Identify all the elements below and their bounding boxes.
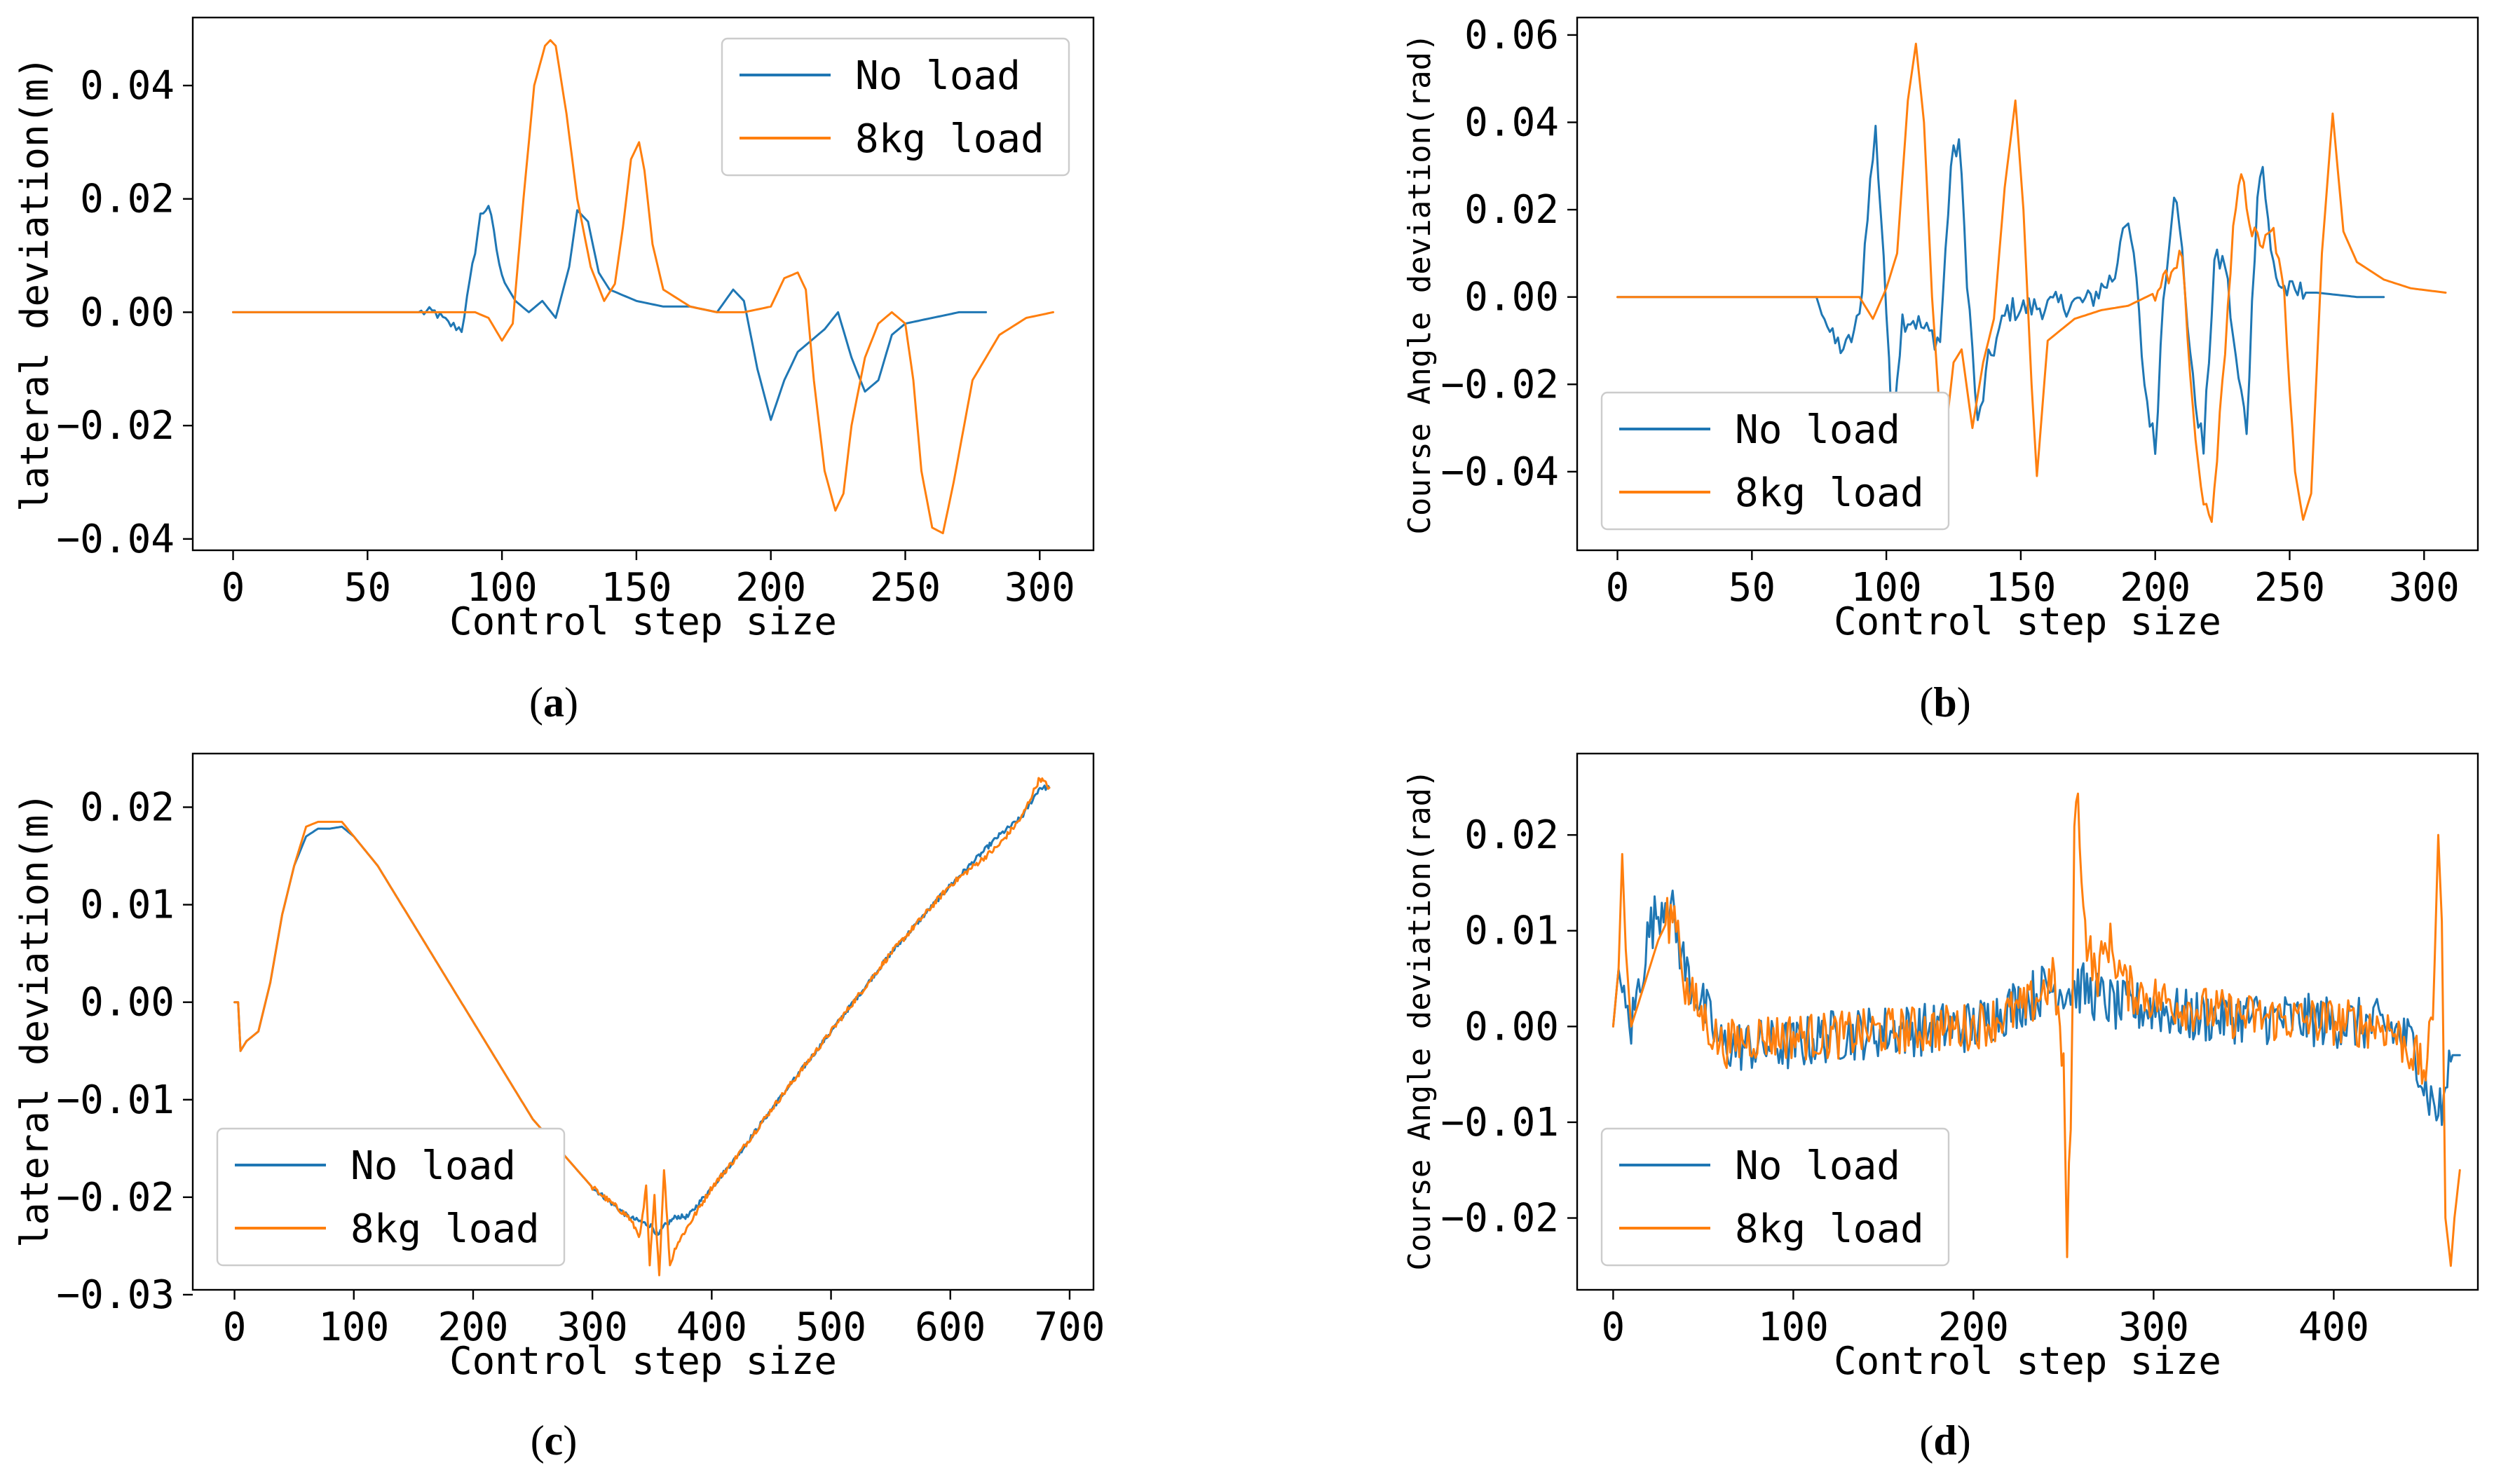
x-tick-label: 300: [1004, 565, 1075, 611]
x-tick-label: 500: [796, 1305, 866, 1350]
y-tick-label: 0.00: [1464, 1004, 1559, 1049]
legend-entry-label: 8kg load: [855, 116, 1044, 162]
x-tick-label: 100: [1851, 565, 1922, 611]
y-axis-label: lateral deviation(m): [13, 792, 57, 1248]
y-tick-label: 0.02: [80, 785, 175, 831]
chart-panel-d: 0 100 200 300 400 −0.02 −0.01 0.00 0.01 0.02 Contr…: [1402, 752, 2479, 1464]
legend-box: [721, 37, 1070, 177]
y-axis-label: Course Angle deviation(rad): [1402, 33, 1438, 534]
legend-entry-label: 8kg load: [1735, 1206, 1924, 1252]
x-tick-label: 100: [467, 565, 538, 611]
x-axis-label: Control step size: [449, 599, 837, 644]
legend-entry-label: No load: [855, 53, 1021, 99]
x-axis-label: Control step size: [1834, 599, 2221, 644]
y-tick-label: 0.04: [1464, 100, 1559, 146]
x-tick-label: 250: [870, 565, 941, 611]
series-line-8kg-load: [1611, 792, 2461, 1267]
y-tick-label: 0.02: [80, 177, 175, 222]
y-tick-label: −0.01: [1440, 1100, 1559, 1145]
y-tick-label: 0.02: [1464, 187, 1559, 233]
legend-box: [1600, 391, 1950, 531]
y-tick-label: 0.01: [1464, 908, 1559, 954]
x-tick-label: 0: [1602, 1305, 1626, 1350]
series-line-8kg-load: [233, 777, 1051, 1277]
x-tick-label: 150: [601, 565, 672, 611]
y-tick-label: 0.00: [1464, 275, 1559, 320]
subfigure-caption: (a): [529, 679, 578, 726]
y-tick-label: 0.04: [80, 63, 175, 109]
y-tick-label: −0.02: [1440, 1196, 1559, 1241]
x-tick-label: 300: [2118, 1305, 2189, 1350]
legend-box: [216, 1127, 566, 1267]
series-line-8kg-load: [1616, 42, 2447, 523]
y-tick-label: −0.03: [56, 1272, 175, 1318]
x-tick-label: 200: [1938, 1305, 2009, 1350]
x-tick-label: 400: [2298, 1305, 2369, 1350]
y-tick-label: −0.02: [56, 1175, 175, 1220]
subfigure-caption: (d): [1919, 1417, 1970, 1464]
chart-panel-c: 0 100 200 300 400 500 600 700 −0.03 −0.02 −0.01 0.0…: [13, 752, 1105, 1464]
x-tick-label: 200: [2120, 565, 2190, 611]
legend-entry-label: 8kg load: [350, 1206, 540, 1252]
legend-entry-label: 8kg load: [1735, 470, 1924, 516]
x-tick-label: 400: [676, 1305, 747, 1350]
x-tick-label: 600: [915, 1305, 986, 1350]
chart-panel-a: 0 50 100 150 200 250 300 −0.04 −0.02 0.00 0.02 0.04…: [13, 16, 1095, 726]
x-tick-label: 0: [1606, 565, 1630, 611]
y-tick-label: 0.00: [80, 290, 175, 335]
x-tick-label: 100: [1758, 1305, 1829, 1350]
legend: No load 8kg load: [721, 37, 1070, 177]
series-line-8kg-load: [232, 39, 1054, 535]
x-tick-label: 100: [318, 1305, 389, 1350]
y-tick-label: −0.04: [1440, 449, 1559, 495]
y-tick-label: −0.04: [56, 517, 175, 562]
subfigure-caption: (c): [531, 1417, 578, 1464]
x-tick-label: 50: [1729, 565, 1776, 611]
x-tick-label: 200: [437, 1305, 508, 1350]
legend-entry-label: No load: [1735, 1143, 1900, 1189]
y-axis-label: Course Angle deviation(rad): [1402, 769, 1438, 1270]
legend: No load 8kg load: [216, 1127, 566, 1267]
y-tick-label: −0.02: [56, 403, 175, 449]
x-tick-label: 700: [1034, 1305, 1105, 1350]
subfigure-caption: (b): [1919, 679, 1970, 726]
chart-panel-b: 0 50 100 150 200 250 300 −0.04 −0.02 0.00 0.02 0.04…: [1402, 13, 2479, 726]
legend-box: [1600, 1127, 1950, 1267]
x-tick-label: 50: [344, 565, 391, 611]
y-tick-label: −0.02: [1440, 362, 1559, 407]
legend: No load 8kg load: [1600, 391, 1950, 531]
plot-frame: [191, 752, 1095, 1291]
y-tick-label: 0.00: [80, 980, 175, 1026]
y-tick-label: 0.06: [1464, 13, 1559, 58]
x-tick-label: 300: [2389, 565, 2460, 611]
y-tick-label: 0.01: [80, 883, 175, 928]
x-tick-label: 150: [1985, 565, 2056, 611]
y-tick-label: 0.02: [1464, 812, 1559, 858]
x-axis-label: Control step size: [1834, 1339, 2221, 1383]
plot-frame: [1576, 16, 2479, 552]
legend: No load 8kg load: [1600, 1127, 1950, 1267]
x-tick-label: 300: [557, 1305, 628, 1350]
y-tick-label: −0.01: [56, 1077, 175, 1123]
x-tick-label: 200: [735, 565, 806, 611]
x-tick-label: 0: [223, 1305, 247, 1350]
plot-frame: [1576, 752, 2479, 1291]
legend-entry-label: No load: [350, 1143, 516, 1189]
x-tick-label: 250: [2254, 565, 2325, 611]
x-tick-label: 0: [222, 565, 245, 611]
plot-frame: [191, 16, 1095, 552]
legend-entry-label: No load: [1735, 407, 1900, 453]
y-axis-label: lateral deviation(m): [13, 56, 57, 512]
x-axis-label: Control step size: [449, 1339, 837, 1383]
